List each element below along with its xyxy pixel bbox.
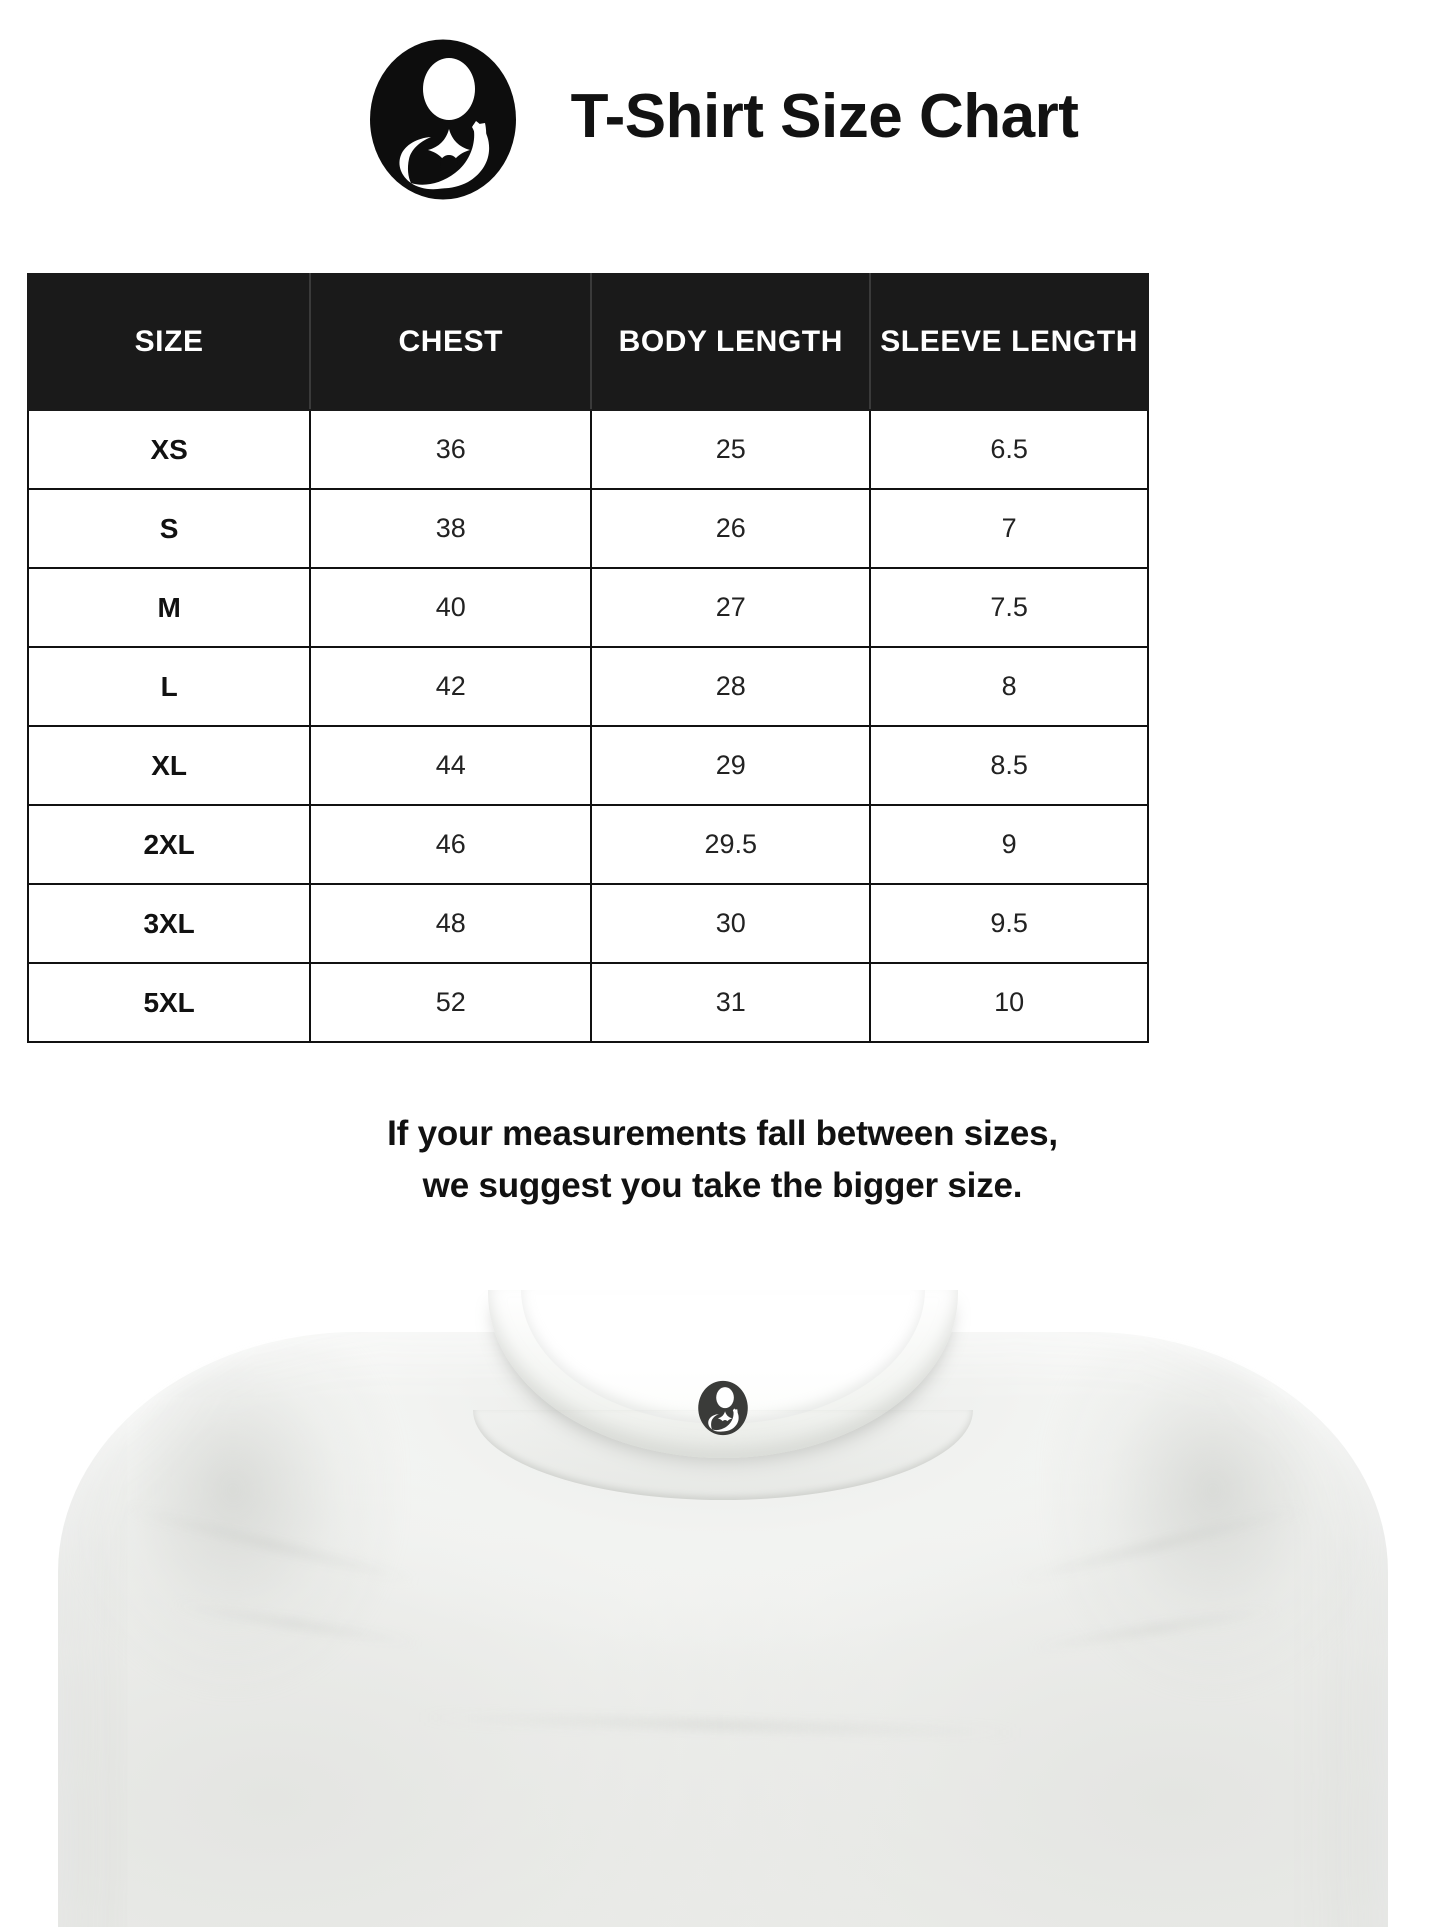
table-row: 3XL 48 30 9.5 xyxy=(26,883,1149,964)
cell-sleeve-length: 8 xyxy=(869,646,1149,727)
table-row: XS 36 25 6.5 xyxy=(26,409,1149,490)
column-header-chest: CHEST xyxy=(309,273,593,411)
cell-size: XL xyxy=(26,725,312,806)
cell-body-length: 30 xyxy=(590,883,872,964)
table-body: XS 36 25 6.5 S 38 26 7 M 40 27 7.5 L 42 … xyxy=(26,409,1149,1043)
cell-body-length: 29.5 xyxy=(590,804,872,885)
sizing-advice-note: If your measurements fall between sizes,… xyxy=(0,1108,1445,1212)
cell-chest: 48 xyxy=(309,883,593,964)
table-row: M 40 27 7.5 xyxy=(26,567,1149,648)
size-chart-table-container: SIZE CHEST BODY LENGTH SLEEVE LENGTH XS … xyxy=(26,273,1149,1043)
cell-sleeve-length: 7.5 xyxy=(869,567,1149,648)
cell-chest: 42 xyxy=(309,646,593,727)
cell-sleeve-length: 9 xyxy=(869,804,1149,885)
cell-size: XS xyxy=(26,409,312,490)
cell-sleeve-length: 9.5 xyxy=(869,883,1149,964)
tshirt-shoulder-left xyxy=(62,1346,403,1826)
cell-size: M xyxy=(26,567,312,648)
cell-body-length: 28 xyxy=(590,646,872,727)
cell-size: S xyxy=(26,488,312,569)
cell-body-length: 26 xyxy=(590,488,872,569)
cell-size: 3XL xyxy=(26,883,312,964)
cell-chest: 52 xyxy=(309,962,593,1043)
column-header-sleeve-length: SLEEVE LENGTH xyxy=(869,273,1149,411)
table-header: SIZE CHEST BODY LENGTH SLEEVE LENGTH xyxy=(26,273,1149,411)
cell-sleeve-length: 10 xyxy=(869,962,1149,1043)
cell-chest: 44 xyxy=(309,725,593,806)
cell-chest: 40 xyxy=(309,567,593,648)
column-header-body-length: BODY LENGTH xyxy=(590,273,872,411)
cell-size: L xyxy=(26,646,312,727)
cell-body-length: 31 xyxy=(590,962,872,1043)
cell-sleeve-length: 8.5 xyxy=(869,725,1149,806)
cell-body-length: 29 xyxy=(590,725,872,806)
table-row: 5XL 52 31 10 xyxy=(26,962,1149,1043)
cell-size: 5XL xyxy=(26,962,312,1043)
table-row: S 38 26 7 xyxy=(26,488,1149,569)
mother-and-child-logo-small xyxy=(697,1380,749,1436)
cell-body-length: 27 xyxy=(590,567,872,648)
cell-chest: 36 xyxy=(309,409,593,490)
cell-size: 2XL xyxy=(26,804,312,885)
table-row: 2XL 46 29.5 9 xyxy=(26,804,1149,885)
cell-sleeve-length: 7 xyxy=(869,488,1149,569)
tshirt-shoulder-right xyxy=(1042,1346,1383,1826)
cell-body-length: 25 xyxy=(590,409,872,490)
size-chart-table: SIZE CHEST BODY LENGTH SLEEVE LENGTH XS … xyxy=(26,273,1149,1043)
column-header-size: SIZE xyxy=(26,273,312,411)
cell-chest: 46 xyxy=(309,804,593,885)
cell-chest: 38 xyxy=(309,488,593,569)
page-header: T-Shirt Size Chart xyxy=(0,34,1445,204)
note-line-1: If your measurements fall between sizes, xyxy=(387,1114,1058,1153)
page-title: T-Shirt Size Chart xyxy=(570,82,1079,151)
mother-and-child-logo xyxy=(367,37,519,202)
note-line-2: we suggest you take the bigger size. xyxy=(422,1165,1023,1205)
table-row: XL 44 29 8.5 xyxy=(26,725,1149,806)
cell-sleeve-length: 6.5 xyxy=(869,409,1149,490)
table-row: L 42 28 8 xyxy=(26,646,1149,727)
table-header-row: SIZE CHEST BODY LENGTH SLEEVE LENGTH xyxy=(26,273,1149,411)
